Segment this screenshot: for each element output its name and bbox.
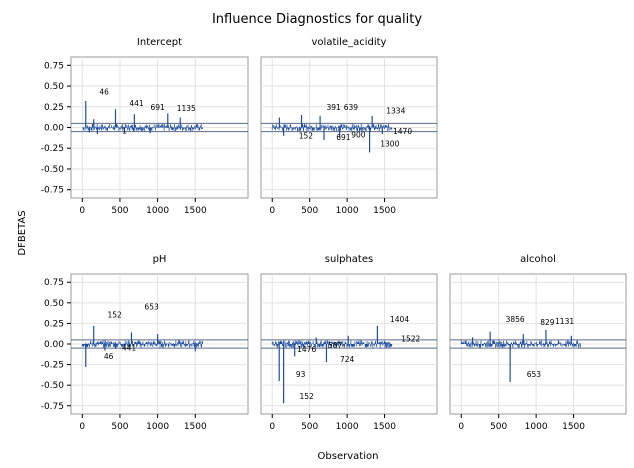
dfbetas-needles <box>81 340 203 348</box>
panel-title: volatile_acidity <box>312 37 387 48</box>
panel-alcohol: alcohol 0 500 1000 1500 3856 829 1131 653 <box>449 254 627 432</box>
y-tick-label: -0.50 <box>41 165 65 175</box>
observation-label: 1470 <box>393 127 412 136</box>
y-tick-label: 0.75 <box>44 61 64 71</box>
observation-label: 691 <box>150 103 165 112</box>
y-tick-label: -0.25 <box>41 144 64 154</box>
x-tick-label: 1500 <box>562 422 585 432</box>
observation-label: 1131 <box>555 317 574 326</box>
x-tick-label: 0 <box>79 206 85 216</box>
x-tick-label: 1000 <box>336 422 359 432</box>
x-tick-label: 1500 <box>373 422 396 432</box>
x-tick-label: 1000 <box>336 206 359 216</box>
dfbetas-needles <box>460 340 582 348</box>
panel-Intercept: Intercept 0 500 1000 1500 0.75 0.50 0.25 0.00 -0.… <box>41 37 249 216</box>
y-tick-label: 0.25 <box>44 103 64 113</box>
x-tick-label: 500 <box>301 422 318 432</box>
observation-label: 1476 <box>297 345 316 354</box>
observation-label: 1334 <box>386 106 405 115</box>
panel-title: pH <box>153 254 167 265</box>
observation-label: 1135 <box>177 104 196 113</box>
figure-title: Influence Diagnostics for quality <box>212 12 422 27</box>
x-tick-label: 500 <box>111 422 128 432</box>
x-tick-label: 500 <box>301 206 318 216</box>
y-tick-label: 0.25 <box>44 319 64 329</box>
y-tick-label: 0.00 <box>44 124 64 134</box>
observation-label: 441 <box>129 99 144 108</box>
observation-label: 587 <box>328 341 343 350</box>
panel-pH: pH 0 500 1000 1500 0.75 0.50 0.25 0.00 -0.25 -0.50… <box>41 254 249 432</box>
x-tick-label: 1000 <box>146 422 169 432</box>
observation-label: 46 <box>104 352 114 361</box>
y-tick-label: -0.25 <box>41 361 64 371</box>
panel-title: sulphates <box>325 254 373 265</box>
observation-label: 1300 <box>380 140 399 149</box>
dfbetas-needles <box>81 123 203 132</box>
y-tick-label: 0.75 <box>44 278 64 288</box>
y-tick-label: -0.75 <box>41 186 64 196</box>
panel-title: Intercept <box>137 37 182 48</box>
x-tick-label: 0 <box>458 422 464 432</box>
observation-label: 639 <box>344 103 359 112</box>
x-tick-label: 0 <box>269 206 275 216</box>
x-tick-label: 1500 <box>184 206 207 216</box>
y-tick-label: -0.75 <box>41 402 64 412</box>
y-axis-label: DFBETAS <box>17 210 28 255</box>
x-tick-label: 0 <box>79 422 85 432</box>
observation-label: 152 <box>300 392 315 401</box>
x-tick-label: 1000 <box>146 206 169 216</box>
observation-label: 1 <box>122 126 127 135</box>
x-tick-label: 0 <box>269 422 275 432</box>
observation-label: 653 <box>144 302 159 311</box>
observation-label: 829 <box>540 318 555 327</box>
x-tick-label: 500 <box>490 422 507 432</box>
x-tick-label: 1500 <box>373 206 396 216</box>
observation-label: 3856 <box>506 315 525 324</box>
dfbetas-needles <box>271 123 393 132</box>
observation-label: 724 <box>340 355 355 364</box>
observation-label: 653 <box>527 370 542 379</box>
observation-label: 152 <box>299 131 314 140</box>
x-tick-label: 1000 <box>525 422 548 432</box>
x-tick-label: 500 <box>111 206 128 216</box>
y-tick-label: 0.50 <box>44 82 64 92</box>
observation-label: 1522 <box>401 335 420 344</box>
x-tick-label: 1500 <box>184 422 207 432</box>
observation-label: 391 <box>326 103 341 112</box>
x-axis-label: Observation <box>318 451 379 462</box>
observation-label: 93 <box>296 370 306 379</box>
y-tick-label: 0.50 <box>44 299 64 309</box>
panel-title: alcohol <box>520 254 556 265</box>
y-tick-label: -0.50 <box>41 381 65 391</box>
panel-volatile-acidity: volatile_acidity 0 500 1000 1500 391 639 1334 15… <box>260 37 438 216</box>
observation-label: 441 <box>122 344 137 353</box>
panel-sulphates: sulphates 0 500 1000 1500 1404 1522 1476 587 724 9… <box>260 254 438 432</box>
y-tick-label: 0.00 <box>44 340 64 350</box>
observation-label: 900 <box>351 130 366 139</box>
observation-label: 152 <box>108 311 123 320</box>
observation-label: 691 <box>336 133 351 142</box>
observation-label: 1404 <box>390 315 409 324</box>
observation-label: 46 <box>99 87 109 96</box>
